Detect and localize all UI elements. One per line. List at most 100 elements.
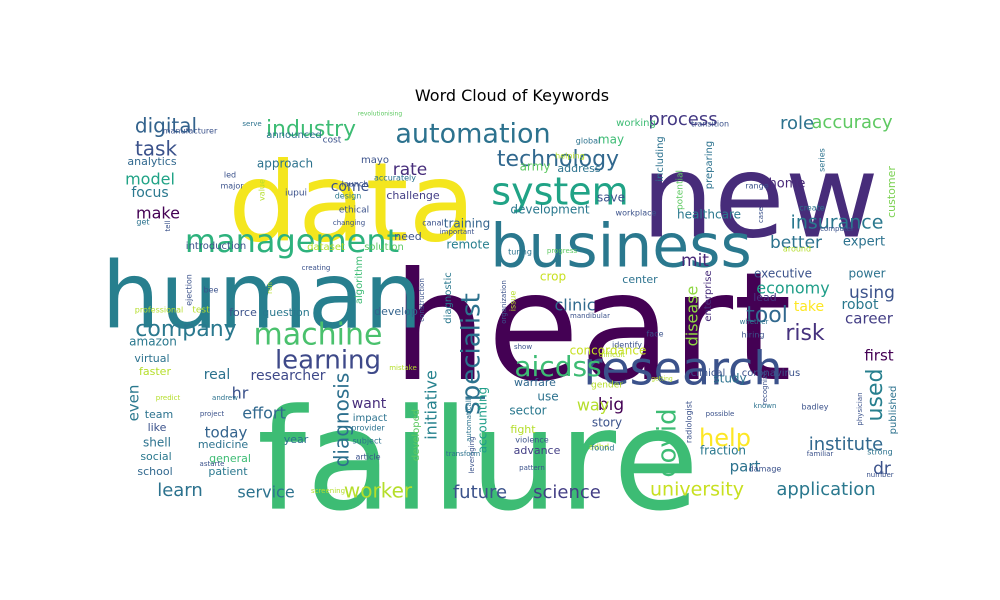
word-familiar: familiar (807, 450, 834, 458)
word-center: center (622, 273, 658, 286)
word-coronavirus: coronavirus (742, 368, 800, 379)
word-address: address (557, 162, 600, 175)
word-value: value (258, 179, 267, 201)
word-create: create (799, 204, 824, 213)
word-construction: construction (418, 278, 426, 322)
word-human: human (102, 242, 423, 349)
word-better: better (770, 233, 822, 253)
word-accurately: accurately (374, 174, 416, 183)
word-accounting: accounting (476, 387, 490, 453)
word-mistake: mistake (389, 364, 417, 372)
word-automatically: automatically (465, 394, 473, 442)
word-initiative: initiative (422, 370, 441, 440)
word-disease: disease (683, 286, 702, 347)
word-project: project (200, 410, 225, 418)
word-faster: faster (139, 365, 171, 378)
word-organization: organization (500, 280, 508, 324)
word-part: part (730, 458, 761, 476)
word-introduction: introduction (186, 241, 246, 252)
word-get: get (136, 218, 149, 227)
word-range: range (745, 182, 768, 191)
word-found: found (592, 444, 615, 453)
word-bee: bee (204, 286, 219, 295)
word-focus: focus (131, 185, 168, 201)
word-accuracy: accuracy (811, 112, 893, 133)
word-management: management (185, 222, 399, 260)
word-patient: patient (208, 465, 248, 478)
word-home: home (769, 177, 806, 192)
word-force: force (229, 306, 257, 319)
word-workplace: workplace (616, 209, 657, 218)
word-working: working (616, 118, 656, 129)
word-clinical: clinical (691, 368, 726, 379)
word-article: article (355, 453, 380, 462)
word-concordance: concordance (570, 344, 647, 358)
word-progress: progress (547, 247, 578, 255)
word-remote: remote (446, 238, 489, 252)
word-badley: badley (802, 403, 829, 412)
word-institute: institute (809, 434, 883, 455)
word-recognize: recognize (761, 371, 769, 405)
word-possible: possible (706, 410, 735, 418)
word-economy: economy (756, 279, 829, 298)
word-machine: machine (254, 318, 383, 353)
word-helping: helping (555, 152, 585, 161)
word-role: role (780, 113, 814, 134)
word-fight: fight (510, 423, 536, 436)
word-diagnostic: diagnostic (443, 272, 454, 323)
word-healthcare: healthcare (677, 208, 741, 222)
word-tool: tool (746, 303, 788, 328)
word-robot: robot (842, 297, 879, 313)
word-medicine: medicine (198, 438, 249, 451)
word-launch: launch (342, 180, 369, 189)
word-shell: shell (143, 436, 171, 450)
word-school: school (137, 465, 172, 478)
word-career: career (845, 310, 894, 328)
word-hiring: hiring (742, 331, 765, 340)
word-hr: hr (232, 384, 249, 403)
word-learn: learn (157, 480, 203, 501)
chart-title: Word Cloud of Keywords (415, 86, 609, 105)
word-story: story (592, 416, 622, 430)
word-ejection: ejection (185, 274, 194, 306)
word-need: need (394, 230, 422, 243)
word-automation: automation (395, 119, 550, 150)
word-number: number (866, 471, 893, 479)
word-specialist: specialist (457, 293, 487, 415)
word-real: real (204, 367, 231, 383)
word-advance: advance (514, 444, 561, 457)
word-army: army (520, 160, 551, 174)
word-may: may (598, 133, 624, 147)
word-system: system (491, 170, 628, 214)
word-including: including (655, 136, 666, 182)
word-digital: digital (135, 114, 197, 138)
word-worker: worker (344, 479, 413, 503)
word-damage: damage (749, 465, 782, 474)
word-used: used (863, 369, 888, 422)
word-published: published (888, 386, 899, 435)
word-dataset: dataset (307, 242, 345, 253)
word-around: around (783, 245, 811, 254)
word-expert: expert (843, 235, 885, 250)
word-lead: lead (753, 291, 777, 304)
word-virtual: virtual (134, 352, 169, 365)
word-team: team (145, 408, 174, 421)
word-enterprise: enterprise (703, 270, 714, 321)
word-first: first (864, 347, 893, 365)
word-transform: transform (446, 450, 480, 458)
word-algorithm: algorithm (354, 256, 365, 304)
word-getting: getting (651, 376, 673, 383)
word-insurance: insurance (791, 212, 884, 234)
word-canal: canal (422, 219, 444, 228)
word-aicdss: aicdss (514, 350, 601, 383)
word-preparing: preparing (704, 141, 715, 189)
word-learning: learning (275, 346, 381, 376)
word-using: using (849, 283, 895, 303)
word-big: big (598, 395, 624, 415)
word-clinic: clinic (554, 296, 595, 315)
word-process: process (648, 109, 717, 130)
word-power: power (848, 267, 885, 281)
word-known: known (754, 402, 777, 410)
word-ethical: ethical (339, 206, 369, 216)
